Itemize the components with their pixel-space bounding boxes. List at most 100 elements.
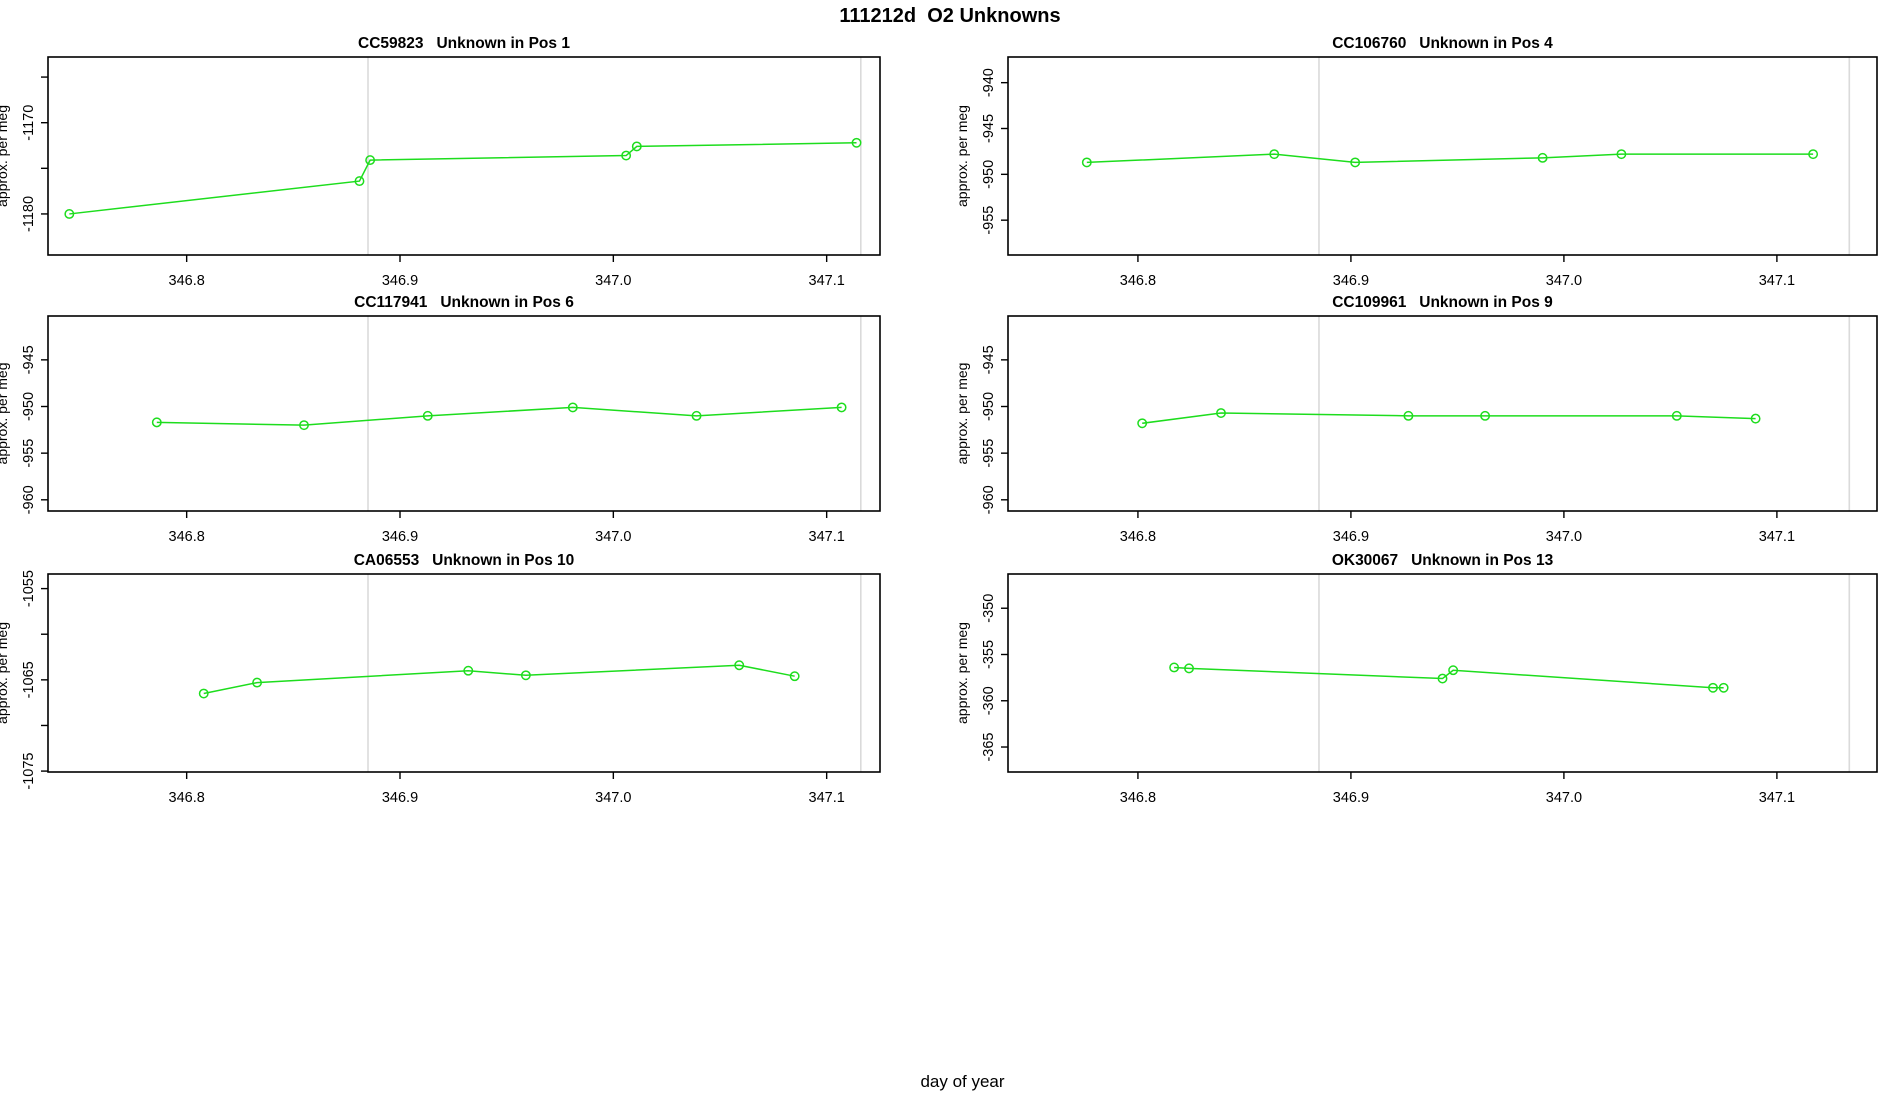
y-tick-label: -945 xyxy=(21,345,37,374)
data-point xyxy=(1616,149,1627,160)
data-point xyxy=(520,670,531,681)
data-point xyxy=(1808,149,1819,160)
data-point xyxy=(365,155,376,166)
data-point xyxy=(1437,673,1448,684)
y-tick-label: -1180 xyxy=(21,196,37,232)
data-point xyxy=(354,176,365,187)
panel-box xyxy=(1007,56,1878,256)
y-tick-label: -940 xyxy=(981,68,997,97)
panel-box xyxy=(1007,315,1878,512)
x-tick-label: 347.1 xyxy=(1759,529,1795,545)
data-point xyxy=(1137,418,1148,429)
data-point xyxy=(621,150,632,161)
data-point xyxy=(64,208,75,219)
data-point xyxy=(422,410,433,421)
panel-box xyxy=(47,573,881,773)
x-tick-label: 346.9 xyxy=(382,529,418,545)
data-point xyxy=(1708,682,1718,693)
x-tick-label: 346.8 xyxy=(1120,273,1156,289)
x-tick-label: 346.9 xyxy=(382,790,418,806)
data-point xyxy=(789,671,800,682)
main-title: 111212d O2 Unknowns xyxy=(839,5,1061,27)
x-tick-label: 347.0 xyxy=(595,273,631,289)
y-tick-label: -945 xyxy=(981,114,997,143)
y-tick-label: -960 xyxy=(21,485,37,514)
data-point xyxy=(1350,157,1361,168)
y-tick-label: -1055 xyxy=(21,570,37,607)
y-tick-label: -350 xyxy=(981,594,997,623)
x-tick-label: 346.9 xyxy=(1333,790,1369,806)
x-tick-label: 346.8 xyxy=(1120,529,1156,545)
y-axis-label: approx. per meg xyxy=(0,622,10,724)
y-tick-label: -960 xyxy=(981,485,997,514)
y-axis-label: approx. per meg xyxy=(954,105,970,207)
data-point xyxy=(252,677,263,688)
panel-title: CC109961 Unknown in Pos 9 xyxy=(1332,294,1553,311)
x-tick-label: 347.1 xyxy=(1759,790,1795,806)
data-point xyxy=(1169,662,1180,673)
y-axis-label: approx. per meg xyxy=(954,622,970,724)
data-line xyxy=(1086,153,1814,164)
data-point xyxy=(1269,149,1280,160)
data-line xyxy=(1174,666,1724,689)
data-point xyxy=(1448,665,1459,676)
data-point xyxy=(836,402,847,413)
data-point xyxy=(198,688,209,699)
data-point xyxy=(734,660,745,671)
y-tick-label: -955 xyxy=(21,439,37,468)
x-tick-label: 347.1 xyxy=(809,529,845,545)
y-axis-label: approx. per meg xyxy=(954,363,970,465)
x-tick-label: 347.1 xyxy=(809,790,845,806)
data-point xyxy=(1718,682,1729,693)
data-point xyxy=(631,141,642,152)
data-point xyxy=(1480,410,1491,421)
x-tick-label: 347.0 xyxy=(595,790,631,806)
x-tick-label: 347.1 xyxy=(809,273,845,289)
data-point xyxy=(691,410,702,421)
panel-title: CC59823 Unknown in Pos 1 xyxy=(358,35,570,52)
x-axis-label: day of year xyxy=(920,1072,1005,1091)
x-tick-label: 346.8 xyxy=(1120,790,1156,806)
data-point xyxy=(299,420,309,431)
y-tick-label: -360 xyxy=(981,686,997,715)
data-line xyxy=(69,142,857,215)
x-tick-label: 346.9 xyxy=(1333,529,1369,545)
y-tick-label: -365 xyxy=(981,733,997,762)
panel-title: CC117941 Unknown in Pos 6 xyxy=(354,294,574,311)
x-tick-label: 346.9 xyxy=(382,273,418,289)
data-point xyxy=(1403,410,1414,421)
data-line xyxy=(1142,412,1756,425)
x-tick-label: 346.8 xyxy=(169,529,205,545)
data-point xyxy=(1081,157,1092,168)
data-point xyxy=(1537,152,1548,163)
data-point xyxy=(567,402,578,413)
x-tick-label: 347.0 xyxy=(1546,529,1582,545)
panel-box xyxy=(47,315,881,512)
panel-title: OK30067 Unknown in Pos 13 xyxy=(1332,552,1554,569)
y-tick-label: -955 xyxy=(981,206,997,235)
y-tick-label: -950 xyxy=(21,392,37,421)
y-axis-label: approx. per meg xyxy=(0,363,10,465)
y-tick-label: -1065 xyxy=(21,661,37,698)
y-tick-label: -1075 xyxy=(21,753,37,790)
panel-title: CA06553 Unknown in Pos 10 xyxy=(354,552,575,569)
y-tick-label: -950 xyxy=(981,392,997,421)
data-point xyxy=(851,137,862,148)
x-tick-label: 347.0 xyxy=(1546,790,1582,806)
y-tick-label: -955 xyxy=(981,439,997,468)
data-point xyxy=(1216,408,1226,418)
y-tick-label: -1170 xyxy=(21,105,37,141)
panel-box xyxy=(1007,573,1878,773)
data-line xyxy=(156,406,842,426)
x-tick-label: 346.9 xyxy=(1333,273,1369,289)
x-tick-label: 347.0 xyxy=(595,529,631,545)
panel-title: CC106760 Unknown in Pos 4 xyxy=(1332,35,1553,52)
x-tick-label: 346.8 xyxy=(169,790,205,806)
x-tick-label: 346.8 xyxy=(169,273,205,289)
x-tick-label: 347.1 xyxy=(1759,273,1795,289)
y-tick-label: -355 xyxy=(981,640,997,669)
data-point xyxy=(463,665,474,676)
data-line xyxy=(203,664,795,695)
